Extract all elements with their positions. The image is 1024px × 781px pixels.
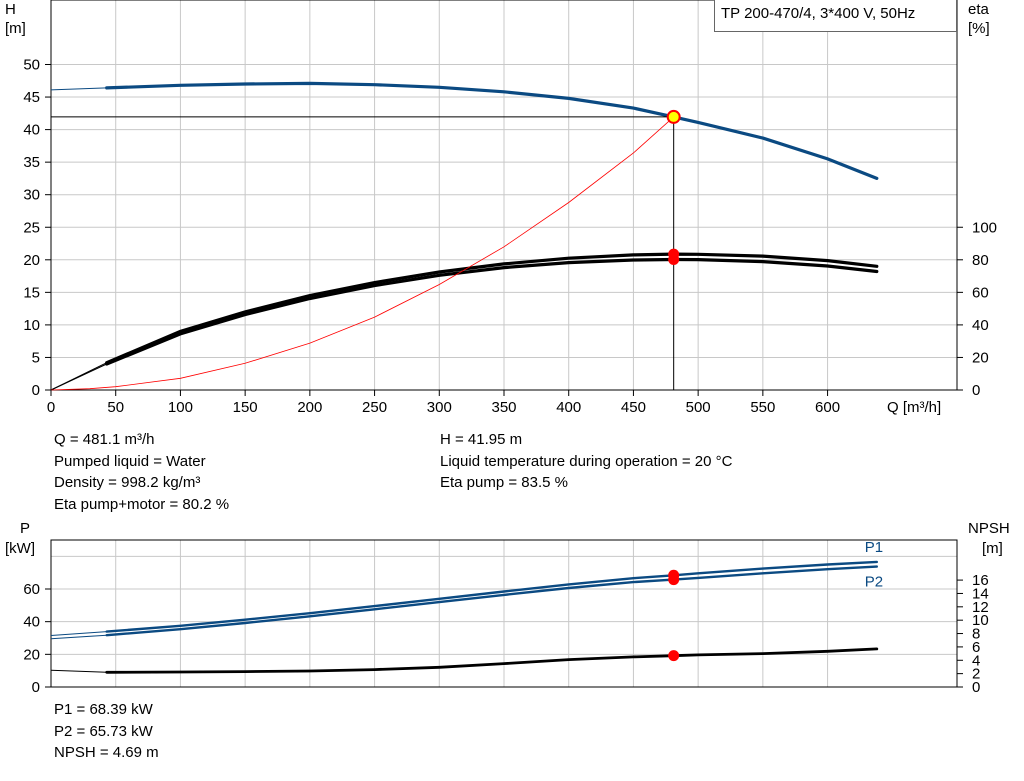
npsh-axis-unit: [m] <box>982 540 1003 557</box>
flow-readout: Q = 481.1 m³/h <box>54 431 155 448</box>
power-tick-label: 40 <box>23 614 40 631</box>
x-tick-label: 200 <box>297 399 322 416</box>
x-tick-label: 500 <box>686 399 711 416</box>
npsh-tick-label: 6 <box>972 639 980 656</box>
head-tick-label: 15 <box>23 284 40 301</box>
p2-curve-thin <box>50 634 107 640</box>
bottom-plot-frame <box>50 539 958 688</box>
bottom-grid <box>51 540 957 687</box>
top-info-right: H = 41.95 m Liquid temperature during op… <box>440 429 732 494</box>
eta-pump-readout: Eta pump = 83.5 % <box>440 474 568 491</box>
top-info-left: Q = 481.1 m³/h Pumped liquid = Water Den… <box>54 429 229 515</box>
eta-axis-label: eta <box>968 1 990 18</box>
npsh-readout: NPSH = 4.69 m <box>54 744 159 761</box>
x-tick-label: 50 <box>107 399 124 416</box>
power-tick-label: 60 <box>23 581 40 598</box>
head-tick-label: 35 <box>23 154 40 171</box>
npsh-marker <box>668 650 680 662</box>
p1-curve-thin <box>50 631 107 636</box>
eta-pump-motor-marker <box>668 253 680 265</box>
eta-tick-label: 60 <box>972 284 989 301</box>
p1-series-label: P1 <box>865 539 883 556</box>
x-tick-label: 600 <box>815 399 840 416</box>
npsh-tick-label: 16 <box>972 572 989 589</box>
npsh-tick-label: 8 <box>972 626 980 643</box>
head-curve-thin <box>50 87 107 91</box>
power-axis-label: P <box>20 520 30 537</box>
eta-tick-label: 20 <box>972 349 989 366</box>
head-tick-label: 20 <box>23 252 40 269</box>
bottom-info: P1 = 68.39 kW P2 = 65.73 kW NPSH = 4.69 … <box>54 699 159 764</box>
eta-pump-motor-curve-thin <box>50 363 107 391</box>
eta-pump-curve <box>105 252 879 365</box>
x-tick-label: 0 <box>47 399 55 416</box>
x-tick-label: 150 <box>233 399 258 416</box>
p2-readout: P2 = 65.73 kW <box>54 722 153 740</box>
eta-tick-label: 80 <box>972 252 989 269</box>
pumped-liquid-readout: Pumped liquid = Water <box>54 452 206 470</box>
npsh-tick-label: 12 <box>972 599 989 616</box>
eta-pump-motor-readout: Eta pump+motor = 80.2 % <box>54 495 230 513</box>
npsh-tick-label: 14 <box>972 585 989 602</box>
x-tick-label: 450 <box>621 399 646 416</box>
x-tick-label: 400 <box>556 399 581 416</box>
x-tick-label: 350 <box>491 399 516 416</box>
flow-axis-label: Q [m³/h] <box>887 399 941 416</box>
top-series <box>50 81 879 391</box>
eta-axis-unit: [%] <box>968 20 990 37</box>
head-tick-label: 30 <box>23 187 40 204</box>
top-grid <box>51 0 957 390</box>
head-tick-label: 5 <box>32 349 40 366</box>
operating-point-marker <box>666 109 681 124</box>
npsh-curve <box>105 647 879 674</box>
head-tick-label: 40 <box>23 122 40 139</box>
p1-curve <box>105 560 878 633</box>
head-axis-label: H <box>5 1 16 18</box>
power-axis-unit: [kW] <box>5 540 35 557</box>
head-axis-unit: [m] <box>5 20 26 37</box>
density-readout: Density = 998.2 kg/m³ <box>54 474 201 491</box>
npsh-tick-label: 0 <box>972 679 980 696</box>
top-ticks: 0 50 100 150 200 250 300 350 400 450 500 550 6000510… <box>23 57 997 417</box>
eta-tick-label: 100 <box>972 219 997 236</box>
x-tick-label: 300 <box>427 399 452 416</box>
pump-label: TP 200-470/4, 3*400 V, 50Hz <box>714 0 957 32</box>
x-tick-label: 250 <box>362 399 387 416</box>
head-curve <box>105 81 879 180</box>
x-tick-label: 100 <box>168 399 193 416</box>
eta-pump-motor-curve <box>105 257 879 366</box>
bottom-series: P1 P2 <box>50 539 883 674</box>
p2-marker <box>668 574 680 586</box>
power-tick-label: 0 <box>32 679 40 696</box>
head-readout: H = 41.95 m <box>440 431 523 448</box>
head-tick-label: 10 <box>23 317 40 334</box>
system-curve <box>50 116 674 391</box>
npsh-tick-label: 4 <box>972 652 980 669</box>
head-efficiency-chart: 0 50 100 150 200 250 300 350 400 450 500 550 6000510… <box>5 0 997 416</box>
p2-series-label: P2 <box>865 574 883 591</box>
p2-curve <box>105 565 878 637</box>
head-tick-label: 50 <box>23 57 40 74</box>
eta-tick-label: 40 <box>972 317 989 334</box>
npsh-tick-label: 10 <box>972 612 989 629</box>
npsh-tick-label: 2 <box>972 666 980 683</box>
head-tick-label: 25 <box>23 219 40 236</box>
head-tick-label: 45 <box>23 89 40 106</box>
liquid-temperature-readout: Liquid temperature during operation = 20… <box>440 452 733 470</box>
x-tick-label: 550 <box>750 399 775 416</box>
power-tick-label: 20 <box>23 646 40 663</box>
head-tick-label: 0 <box>32 382 40 399</box>
npsh-axis-label: NPSH <box>968 520 1010 537</box>
npsh-curve-thin <box>50 669 107 673</box>
eta-tick-label: 0 <box>972 382 980 399</box>
p1-readout: P1 = 68.39 kW <box>54 701 153 718</box>
